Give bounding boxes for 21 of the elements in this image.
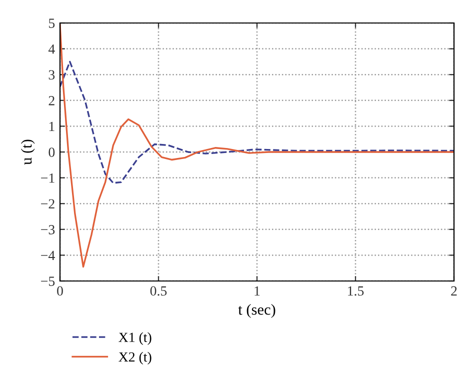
x-tick-label: 0.5 — [150, 286, 167, 296]
legend-label: X2 (t) — [118, 352, 152, 365]
y-tick-label: −5 — [41, 276, 55, 286]
y-tick-label: −4 — [41, 250, 55, 260]
y-tick-label: 3 — [48, 70, 55, 80]
y-tick-label: 1 — [49, 122, 54, 132]
y-tick-label: −2 — [41, 199, 54, 208]
y-tick-label: 2 — [48, 96, 54, 106]
y-tick-label: −3 — [41, 225, 55, 234]
x-tick-label: 1.5 — [348, 286, 364, 296]
x-tick-label: 2 — [451, 286, 457, 296]
y-axis-title: u (t) — [20, 140, 35, 165]
y-tick-label: −1 — [41, 173, 54, 183]
y-tick-label: 0 — [48, 148, 55, 157]
line-series — [60, 60, 454, 184]
legend-label: X1 (t) — [118, 332, 152, 345]
y-tick-label: 4 — [48, 44, 55, 54]
x-axis-title: t (sec) — [238, 304, 276, 318]
y-tick-label: 5 — [49, 18, 55, 28]
x-tick-label: 1 — [254, 286, 260, 296]
x-tick-label: 0 — [57, 286, 63, 296]
